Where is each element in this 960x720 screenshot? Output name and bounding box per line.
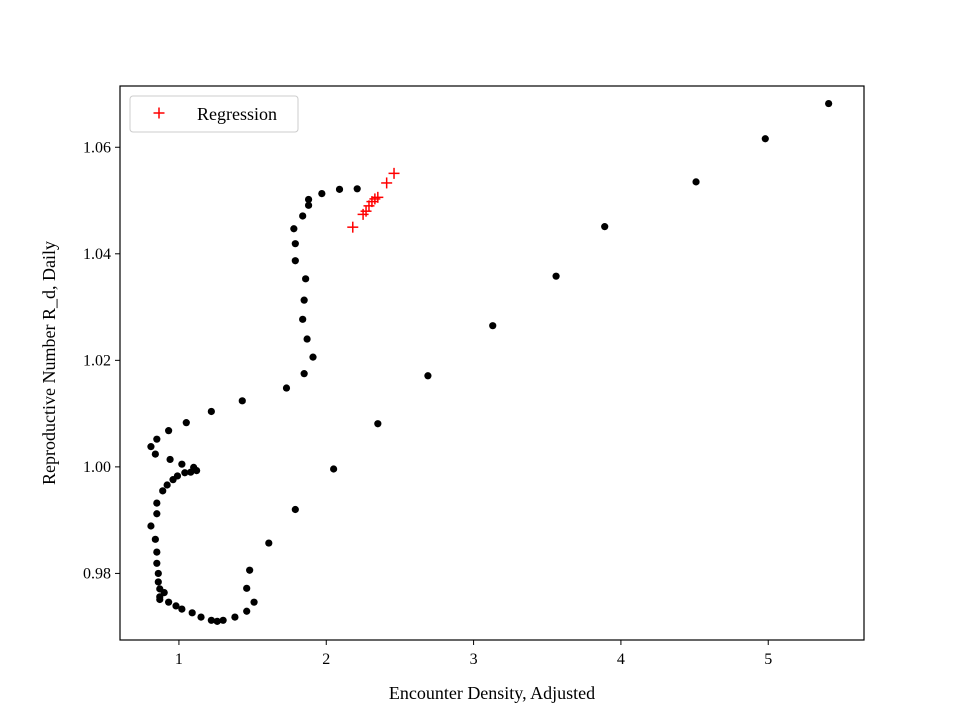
data-point <box>761 135 769 143</box>
data-point <box>153 435 161 443</box>
data-point <box>238 397 246 405</box>
data-point <box>424 372 432 380</box>
x-tick-label: 3 <box>470 651 478 668</box>
data-point <box>147 522 155 530</box>
x-tick-label: 1 <box>175 651 183 668</box>
data-point <box>207 407 215 416</box>
data-point <box>303 335 311 343</box>
data-point <box>153 559 161 567</box>
data-point <box>151 450 159 458</box>
data-point <box>291 257 299 265</box>
data-point <box>692 178 700 186</box>
data-point <box>300 370 308 378</box>
data-point <box>181 469 189 477</box>
data-point <box>178 460 186 468</box>
data-point <box>374 420 382 428</box>
legend-regression-label: Regression <box>197 104 277 124</box>
data-point <box>250 598 258 606</box>
data-point <box>318 190 326 198</box>
regression-point <box>347 221 359 233</box>
data-point <box>243 607 251 615</box>
data-point <box>188 609 196 617</box>
data-point <box>151 535 159 543</box>
regression-point <box>381 177 393 189</box>
data-point <box>290 225 298 233</box>
x-tick-label: 5 <box>764 651 772 668</box>
y-axis-title: Reproductive Number R_d, Daily <box>39 241 59 485</box>
data-point <box>309 353 317 361</box>
data-point <box>330 465 338 473</box>
data-point <box>601 223 609 231</box>
data-point <box>243 584 251 592</box>
data-point <box>353 185 361 193</box>
data-point <box>182 419 190 427</box>
data-point <box>159 487 167 495</box>
legend-box <box>129 95 299 133</box>
data-point <box>302 275 310 283</box>
data-point <box>207 616 215 624</box>
data-point <box>265 539 273 547</box>
data-point <box>197 613 205 621</box>
data-point <box>166 455 174 464</box>
y-axis-ticks: 0.98 1.00 1.02 1.04 1.06 <box>83 139 120 582</box>
data-marks <box>147 99 833 625</box>
data-point <box>165 427 173 435</box>
y-tick-label: 1.04 <box>83 246 111 263</box>
data-point <box>291 505 299 514</box>
data-point <box>300 296 308 304</box>
data-point <box>187 468 195 476</box>
data-point <box>489 322 497 330</box>
data-point <box>304 201 313 209</box>
x-tick-label: 4 <box>617 651 625 668</box>
data-point <box>304 195 313 204</box>
y-tick-label: 1.06 <box>83 139 111 156</box>
y-tick-label: 1.02 <box>83 352 111 369</box>
legend: Regression <box>129 95 299 133</box>
legend-regression-marker <box>153 107 165 119</box>
x-axis-ticks: 1 2 3 4 5 <box>175 640 772 668</box>
data-point <box>169 476 177 484</box>
data-point <box>825 99 833 108</box>
y-tick-label: 0.98 <box>83 565 111 582</box>
regression-point <box>372 191 384 203</box>
x-tick-label: 2 <box>322 651 330 668</box>
data-point <box>165 598 173 606</box>
data-point <box>219 616 227 624</box>
data-point <box>153 499 161 507</box>
data-point <box>282 384 291 392</box>
data-point <box>335 185 344 193</box>
regression-point <box>388 167 400 179</box>
data-point <box>178 605 186 613</box>
data-point <box>299 212 307 220</box>
data-point <box>291 240 299 248</box>
data-point <box>172 602 180 610</box>
data-point <box>213 617 221 625</box>
data-point <box>156 595 164 604</box>
data-point <box>153 510 161 518</box>
data-point <box>154 578 162 586</box>
data-point <box>552 272 560 280</box>
data-point <box>163 481 171 489</box>
data-point <box>246 566 254 574</box>
y-tick-label: 1.00 <box>83 459 111 476</box>
data-point <box>193 467 201 475</box>
data-point <box>299 315 307 323</box>
data-point <box>154 569 162 578</box>
x-axis-title: Encounter Density, Adjusted <box>389 683 595 703</box>
data-point <box>231 613 239 621</box>
plot-frame <box>119 85 865 641</box>
legend-plus-icon <box>153 107 165 119</box>
data-point <box>153 548 161 556</box>
data-point <box>147 443 155 451</box>
